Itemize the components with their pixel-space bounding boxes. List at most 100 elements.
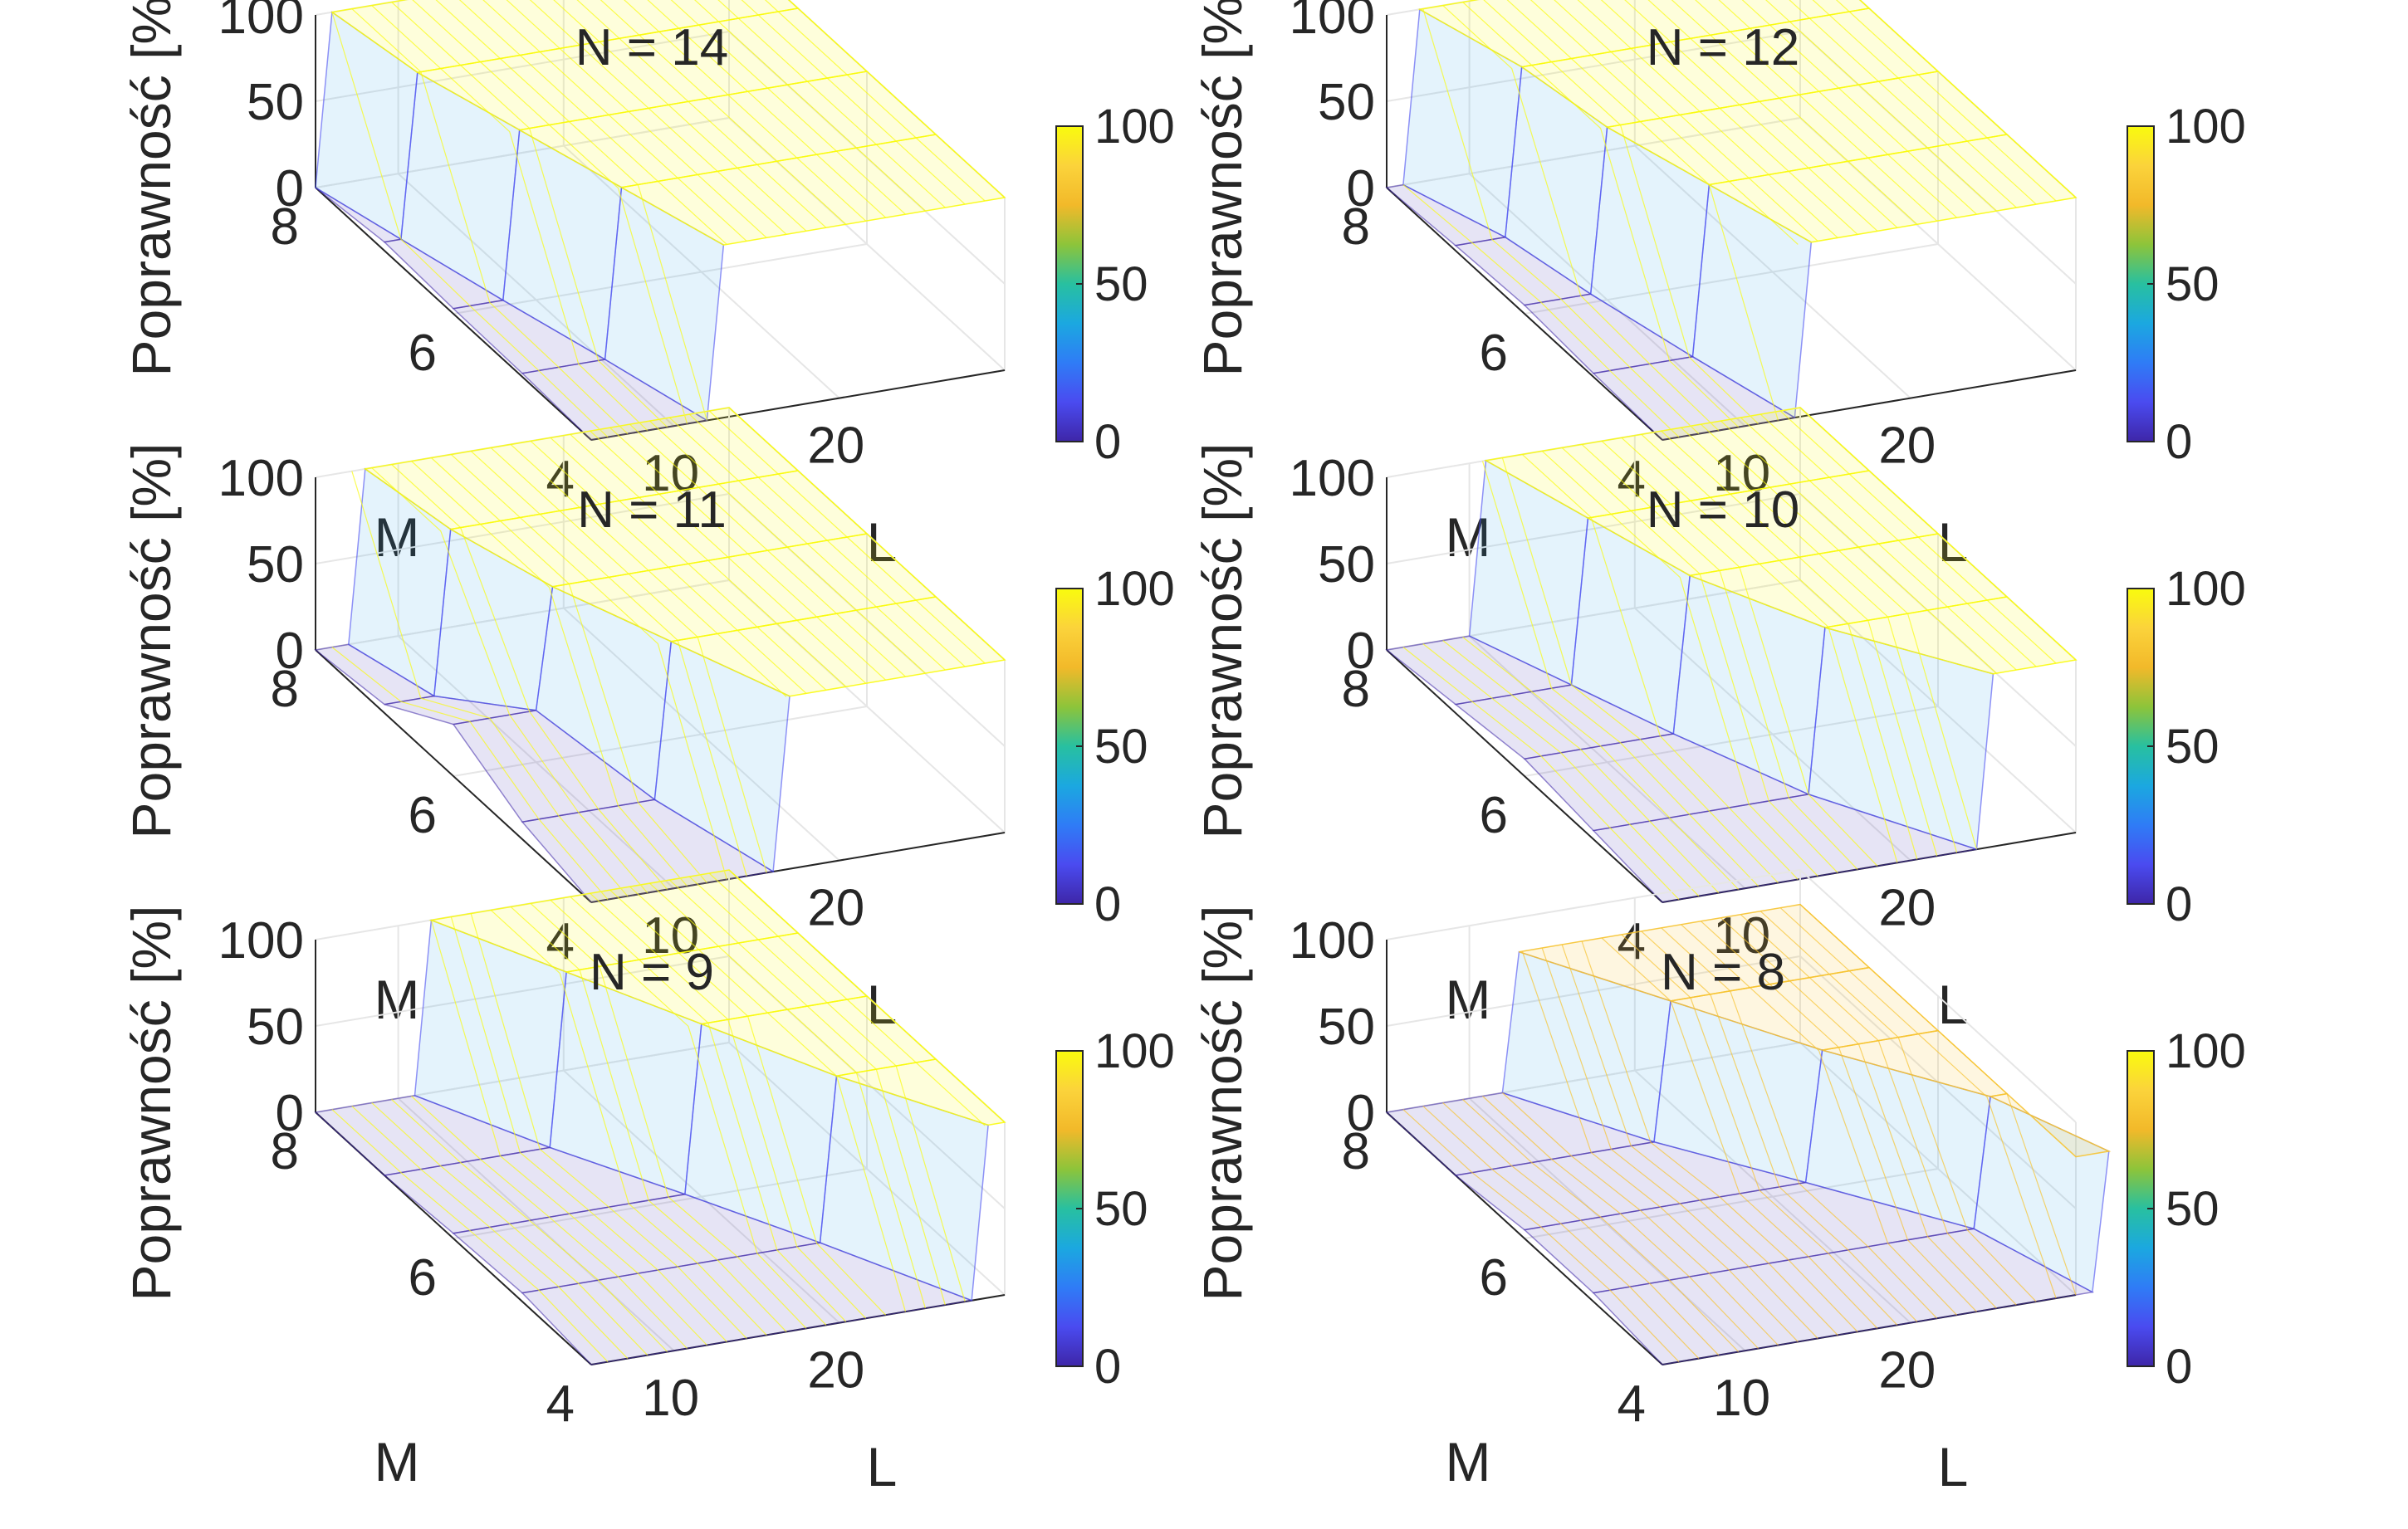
plot-title: N = 10	[1647, 481, 1799, 539]
surface-mesh-line	[490, 447, 767, 873]
z-axis-label: Poprawność [%]	[1192, 906, 1253, 1302]
surface-mesh-line	[1799, 904, 2077, 1296]
surface-mesh-line	[1529, 0, 1799, 245]
m-tick-label: 4	[546, 1375, 575, 1433]
surface-mesh-line	[435, 0, 707, 421]
surface-mesh-line	[688, 413, 966, 667]
surface-mesh-line	[1641, 931, 1918, 1322]
surface-mesh-line	[668, 417, 946, 671]
surface-mesh-line	[1541, 450, 1818, 877]
surface-mesh-line	[590, 892, 867, 1319]
m-axis-label: M	[1446, 506, 1491, 568]
m-tick-label: 8	[1342, 1123, 1370, 1180]
surface-mesh-line	[529, 0, 787, 235]
surface-mesh-line	[1501, 457, 1779, 883]
surface-mesh-line	[1621, 437, 1898, 863]
surface-mesh-line	[694, 0, 926, 212]
m-axis-line	[1386, 187, 1663, 441]
surface-mesh-line	[1661, 927, 1938, 1319]
surface-mesh-line	[530, 440, 807, 694]
surface-mesh-line	[450, 453, 727, 880]
m-axis-line	[315, 649, 592, 903]
z-tick-label: 50	[247, 536, 304, 594]
surface-mesh-line	[1647, 0, 1898, 228]
m-tick-label: 6	[1480, 787, 1508, 844]
z-axis-label: Poprawność [%]	[1192, 0, 1253, 376]
l-tick-label: 20	[807, 418, 864, 475]
surface-mesh-line	[550, 899, 827, 1326]
surface-mesh-line	[331, 12, 609, 438]
surface-mesh-line	[570, 896, 847, 1322]
surface-mesh-line	[1541, 947, 1818, 1339]
surface-mesh-line	[1482, 1096, 1759, 1349]
z-tick-label: 50	[247, 74, 304, 131]
surface-mesh-line	[411, 461, 688, 887]
m-axis-label: M	[374, 506, 420, 568]
surface-mesh-line	[1661, 430, 1938, 857]
m-tick-label: 8	[1342, 661, 1370, 718]
m-tick-label: 4	[1618, 1375, 1646, 1433]
colorbar-tick-label: 0	[2166, 415, 2192, 469]
surface-mesh-line	[430, 920, 707, 1346]
z-tick-label: 100	[218, 0, 304, 45]
z-tick-label: 50	[1318, 74, 1375, 131]
colorbar-tick-label: 100	[2166, 1024, 2246, 1078]
m-axis-label: M	[374, 1431, 420, 1492]
surface-mesh-line	[1521, 950, 1799, 1342]
surface-mesh-line	[553, 0, 807, 232]
surface-mesh-line	[1442, 640, 1720, 894]
surface-mesh-line	[1701, 921, 1977, 1312]
grid-line	[1524, 71, 1939, 315]
surface-mesh-line	[1779, 410, 2057, 664]
surface-mesh-line	[470, 450, 747, 877]
surface-mesh-line	[629, 423, 906, 677]
z-axis-label: Poprawność [%]	[120, 443, 182, 839]
z-tick-label: 0	[1347, 1085, 1375, 1142]
plot-title: N = 8	[1661, 944, 1785, 1001]
l-axis-label: L	[867, 1436, 898, 1497]
surface-mesh-line	[1501, 1092, 1779, 1346]
z-tick-label: 0	[276, 1085, 304, 1142]
l-tick-label: 20	[1878, 880, 1936, 937]
l-axis-label: L	[1938, 974, 1969, 1035]
colorbar	[1055, 1050, 1084, 1367]
surface-mesh-line	[609, 427, 887, 681]
m-axis-label: M	[374, 969, 420, 1030]
z-tick-label: 100	[1290, 912, 1375, 970]
colorbar-tick-label: 50	[1094, 257, 1148, 311]
surface-mesh-line	[1554, 0, 1818, 242]
surface-mesh-line	[717, 0, 946, 208]
surface-mesh-line	[371, 467, 648, 893]
surface-mesh-line	[576, 0, 827, 228]
l-tick-label: 20	[807, 880, 864, 937]
surface-mesh-line	[1601, 440, 1878, 867]
surface-mesh-line	[1641, 433, 1918, 860]
surface-mesh-line	[1600, 0, 1858, 235]
surface-mesh-line	[1718, 0, 1958, 218]
surface-mesh-line	[570, 433, 847, 687]
surface-mesh-line	[648, 882, 926, 1309]
plot-title: N = 14	[575, 19, 728, 76]
m-axis-label: M	[1446, 1431, 1491, 1492]
surface-mesh-line	[1765, 0, 1997, 212]
surface-mesh-line	[391, 2, 668, 427]
colorbar-tick-label: 50	[1094, 1182, 1148, 1236]
z-tick-label: 100	[1290, 0, 1375, 45]
surface-mesh-line	[1462, 637, 1740, 890]
surface-mesh-line	[1402, 1109, 1680, 1363]
surface-mesh-line	[351, 8, 629, 435]
surface-mesh-line	[590, 430, 867, 684]
z-tick-label: 100	[1290, 450, 1375, 507]
surface-mesh-line	[470, 913, 747, 1339]
m-tick-label: 8	[1342, 198, 1370, 256]
colorbar-tick-label: 0	[1094, 1340, 1121, 1394]
z-axis-label: Poprawność [%]	[1192, 443, 1253, 839]
grid-line	[1524, 996, 1939, 1239]
surface-mesh-line	[550, 437, 827, 691]
surface-mesh-line	[1671, 0, 1918, 225]
surface-mesh-line	[1779, 907, 2057, 1299]
surface-mesh-line	[1624, 0, 1878, 232]
surface-mesh-line	[1577, 0, 1838, 238]
